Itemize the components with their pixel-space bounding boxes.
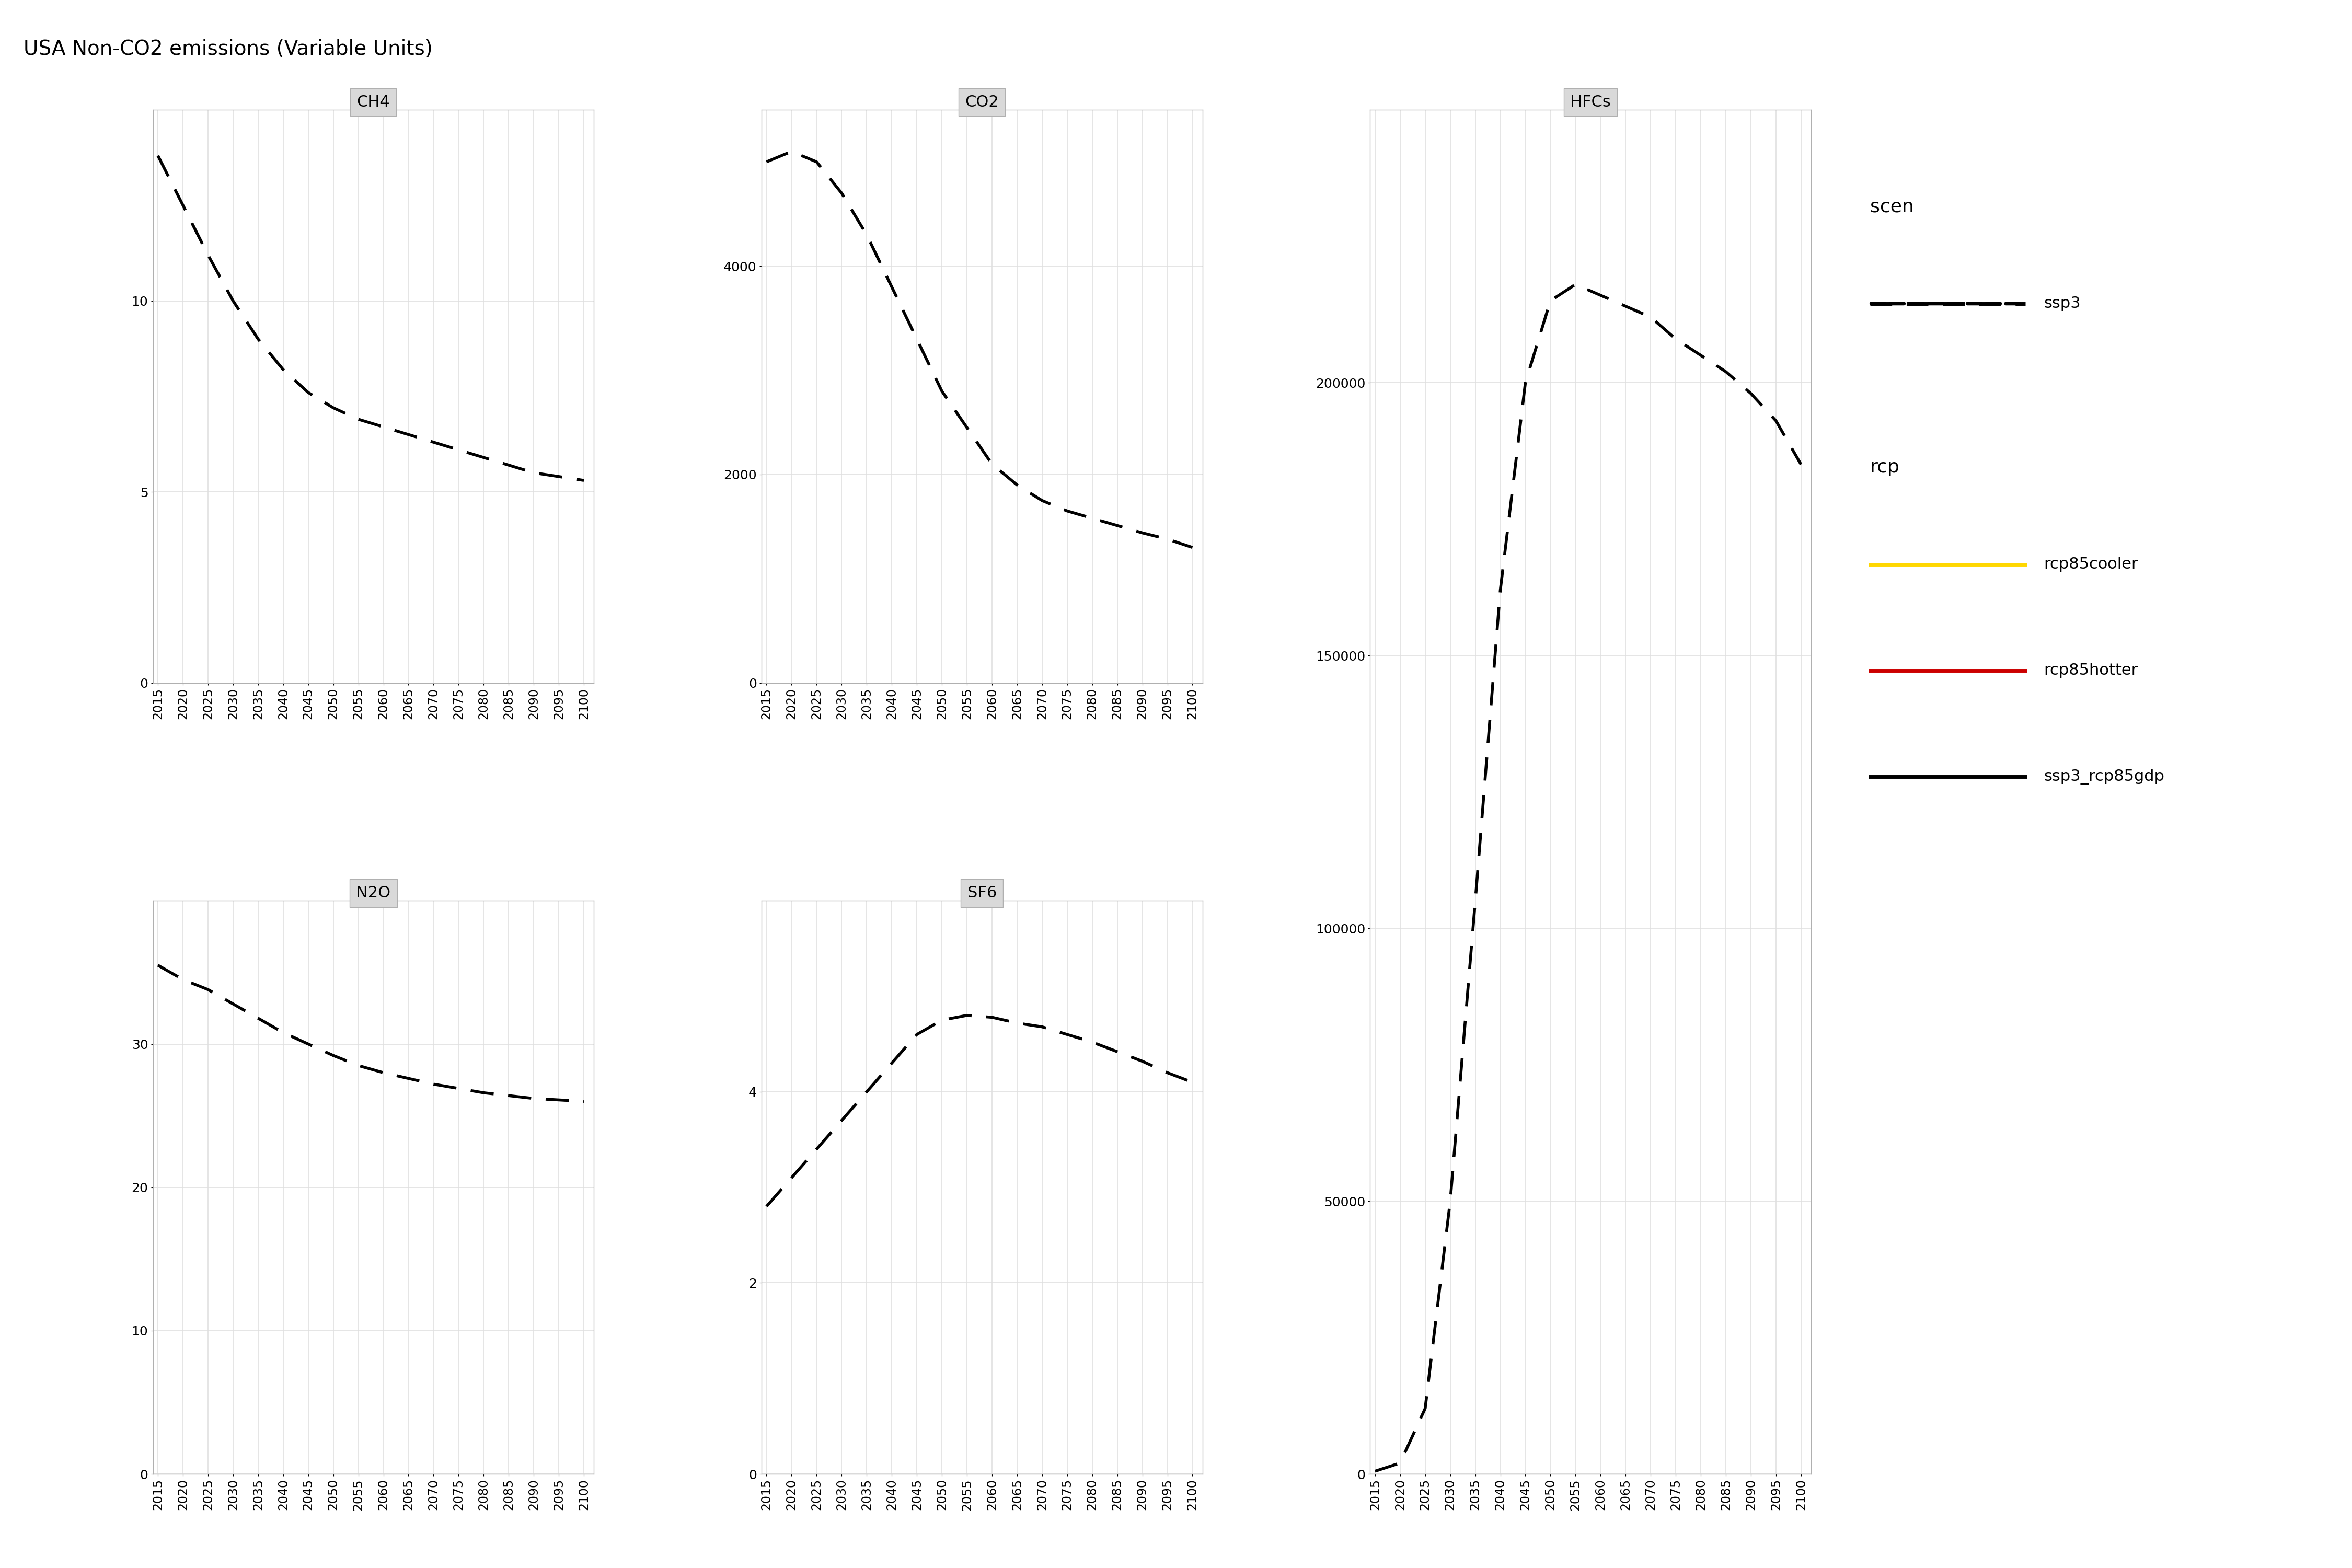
Text: ssp3_rcp85gdp: ssp3_rcp85gdp	[2044, 768, 2164, 784]
Title: CO2: CO2	[964, 94, 1000, 110]
Title: SF6: SF6	[967, 886, 997, 900]
Title: CH4: CH4	[358, 94, 390, 110]
Title: N2O: N2O	[355, 886, 390, 900]
Text: rcp85hotter: rcp85hotter	[2044, 663, 2138, 677]
Text: rcp: rcp	[1870, 458, 1900, 477]
Text: USA Non-CO2 emissions (Variable Units): USA Non-CO2 emissions (Variable Units)	[24, 39, 433, 60]
Text: ssp3: ssp3	[2044, 296, 2082, 310]
Title: HFCs: HFCs	[1571, 94, 1611, 110]
Text: scen: scen	[1870, 198, 1915, 215]
Text: rcp85cooler: rcp85cooler	[2044, 557, 2138, 572]
